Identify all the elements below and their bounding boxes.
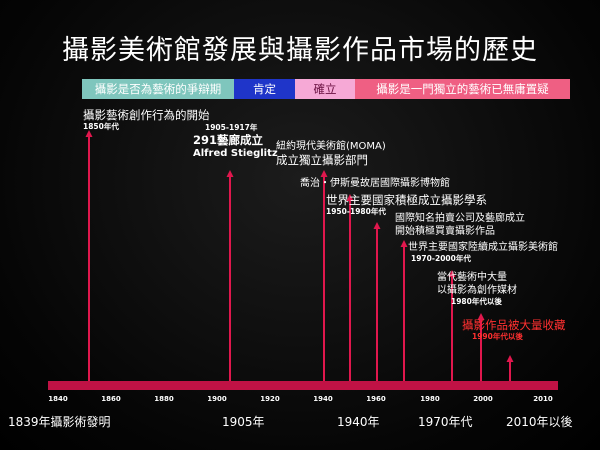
event-text-line: 開始積極買賣攝影作品 <box>395 226 495 237</box>
axis-tick-label: 2010 <box>533 395 553 403</box>
axis-tick-label: 1960 <box>366 395 386 403</box>
event-arrow-eastman-museum <box>346 194 354 201</box>
event-moma-dept: 紐約現代美術館(MOMA) 成立獨立攝影部門 <box>276 140 386 167</box>
event-auction-houses: 國際知名拍賣公司及藝廊成立 開始積極買賣攝影作品 <box>395 212 525 238</box>
event-arrow-photo-as-art-start <box>85 130 93 137</box>
event-photo-as-art-start: 攝影藝術創作行為的開始 1850年代 <box>83 108 210 132</box>
event-text-line: 以攝影為創作媒材 <box>437 285 517 296</box>
event-text-line: 攝影作品被大量收藏 <box>462 318 566 332</box>
event-arrow-contemporary-art <box>448 270 456 277</box>
event-text-line: 1905-1917年 <box>205 123 258 132</box>
event-contemporary-art: 當代藝術中大量 以攝影為創作媒材 1980年代以後 <box>437 271 517 307</box>
axis-tick-label: 1880 <box>154 395 174 403</box>
era-label: 1905年 <box>222 415 265 429</box>
event-text-line: 世界主要國家積極成立攝影學系 <box>326 193 487 207</box>
event-text-line: 成立獨立攝影部門 <box>276 153 368 167</box>
axis-tick-label: 2000 <box>473 395 493 403</box>
event-arrow-after-2010 <box>506 355 514 362</box>
event-text-line: 1850年代 <box>83 122 119 131</box>
event-text-line: 1970-2000年代 <box>411 254 471 263</box>
phase-bar: 攝影是否為藝術的爭辯期 肯定 確立 攝影是一門獨立的藝術已無庸置疑 <box>82 79 570 99</box>
axis-band <box>48 381 558 390</box>
phase-1: 攝影是否為藝術的爭辯期 <box>82 79 234 99</box>
event-text-line: 紐約現代美術館(MOMA) <box>276 141 386 152</box>
event-photo-museums: 世界主要國家陸續成立攝影美術館 1970-2000年代 <box>408 241 558 264</box>
era-label: 1839年攝影術發明 <box>8 415 111 429</box>
axis-tick-label: 1860 <box>101 395 121 403</box>
event-arrow-291-gallery <box>226 170 234 177</box>
event-text-line: 攝影藝術創作行為的開始 <box>83 108 210 122</box>
era-label: 2010年以後 <box>506 415 573 429</box>
axis-tick-label: 1840 <box>48 395 68 403</box>
axis-tick-label: 1940 <box>313 395 333 403</box>
event-arrow-mass-collection <box>477 313 485 320</box>
event-arrow-auction-houses <box>373 222 381 229</box>
event-text-line: 1950-1980年代 <box>326 207 386 216</box>
era-label: 1970年代 <box>418 415 473 429</box>
event-arrow-moma-dept <box>320 170 328 177</box>
era-label: 1940年 <box>337 415 380 429</box>
axis-tick-label: 1900 <box>207 395 227 403</box>
phase-2: 肯定 <box>234 79 295 99</box>
axis-tick-label: 1980 <box>420 395 440 403</box>
timeline-axis: 1840 1860 1880 1900 1920 1940 1960 1980 2000 2010 <box>48 381 558 403</box>
event-291-gallery: 1905-1917年 291藝廊成立 Alfred Stieglitz <box>193 123 278 160</box>
event-mass-collection: 攝影作品被大量收藏 1990年代以後 <box>462 318 566 342</box>
event-national-collection: 世界主要國家積極成立攝影學系 1950-1980年代 <box>326 193 487 217</box>
event-lines <box>85 130 514 381</box>
event-text-line: Alfred Stieglitz <box>193 148 278 159</box>
phase-3: 確立 <box>295 79 355 99</box>
event-text-line: 喬治・伊斯曼故居國際攝影博物館 <box>300 178 450 189</box>
slide-title: 攝影美術館發展與攝影作品市場的歷史 <box>62 35 538 66</box>
event-text-line: 世界主要國家陸續成立攝影美術館 <box>408 242 558 253</box>
event-text-line: 1990年代以後 <box>472 332 523 341</box>
axis-tick-label: 1920 <box>260 395 280 403</box>
event-arrow-photo-museums <box>400 240 408 247</box>
phase-4: 攝影是一門獨立的藝術已無庸置疑 <box>355 79 570 99</box>
event-text-line: 291藝廊成立 <box>193 133 264 147</box>
event-text-line: 當代藝術中大量 <box>437 272 507 283</box>
event-eastman-museum: 喬治・伊斯曼故居國際攝影博物館 <box>300 177 450 190</box>
event-text-line: 國際知名拍賣公司及藝廊成立 <box>395 213 525 224</box>
event-text-line: 1980年代以後 <box>451 297 502 306</box>
